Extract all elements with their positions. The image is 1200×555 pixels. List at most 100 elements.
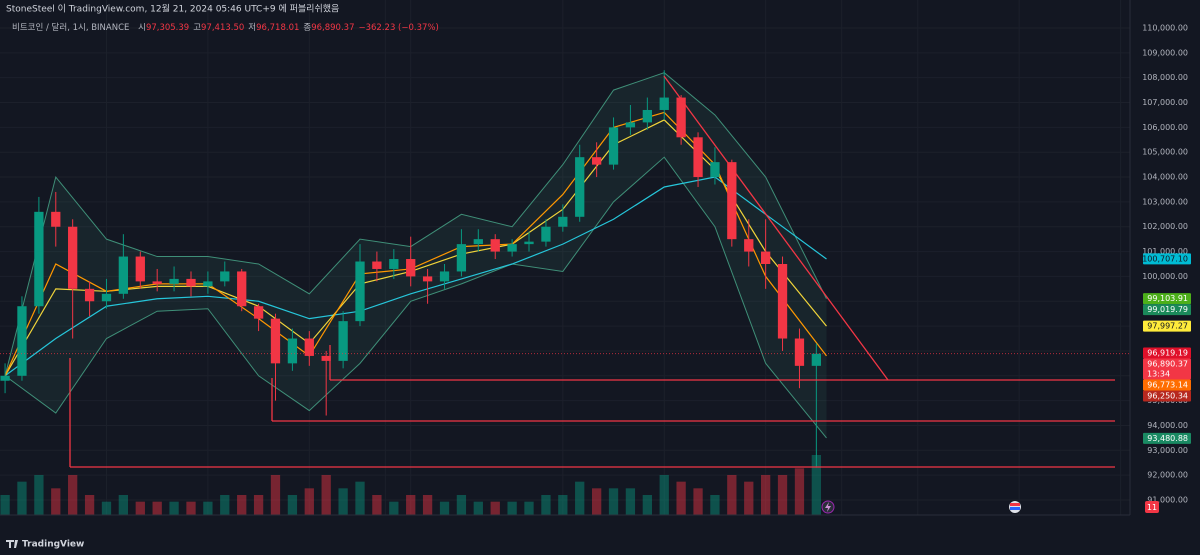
candle-body — [659, 97, 669, 110]
volume-bar — [270, 475, 281, 515]
volume-pane — [0, 455, 821, 515]
symbol-legend: 비트코인 / 달러, 1시, BINANCE 시97,305.39 고97,413… — [12, 22, 439, 33]
volume-bar — [68, 475, 78, 515]
price-tag — [1143, 390, 1191, 402]
flag-stripe — [1010, 507, 1020, 510]
y-tick-label: 106,000.00 — [1142, 123, 1188, 132]
y-tick-label: 103,000.00 — [1142, 197, 1188, 206]
candle-body — [355, 261, 365, 322]
volume-bar — [186, 501, 196, 515]
volume-bar — [727, 475, 737, 515]
volume-bar — [51, 488, 61, 515]
ohlc-value: 97,413.50 — [201, 23, 244, 33]
brand-logo — [6, 540, 18, 548]
candle-body — [0, 375, 10, 381]
volume-bar — [794, 468, 805, 515]
volume-bar — [490, 501, 500, 515]
volume-bar — [777, 475, 788, 515]
candle-body — [727, 162, 737, 240]
volume-bar — [118, 495, 129, 515]
candle-body — [422, 276, 433, 282]
candle-body — [575, 157, 585, 217]
volume-bar — [406, 495, 416, 515]
candle-body — [321, 355, 331, 361]
candle-body — [152, 281, 162, 284]
flag-stripe — [1010, 503, 1020, 506]
candle-body — [490, 239, 500, 252]
ohlc-value: 96,718.01 — [256, 23, 299, 33]
price-tag-label: 100,707.10 — [1142, 254, 1188, 263]
volume-bar — [744, 481, 754, 515]
volume-bar — [575, 481, 585, 515]
price-tag — [1143, 432, 1191, 444]
volume-bar — [338, 488, 348, 515]
volume-bar — [541, 495, 551, 515]
candle-body — [676, 97, 686, 138]
candle-body — [625, 122, 636, 128]
volume-bar — [558, 495, 568, 515]
price-tag — [1143, 293, 1191, 305]
volume-bar — [287, 495, 298, 515]
moving-average — [4, 176, 827, 377]
candle-body — [372, 261, 382, 269]
candle-body — [811, 353, 821, 366]
candle-body — [406, 259, 416, 277]
price-tag — [1143, 358, 1191, 380]
badge-count: 11 — [1147, 503, 1157, 512]
candle-body — [237, 271, 247, 307]
price-tag-label: 99,103.91 — [1147, 294, 1188, 303]
badge[interactable] — [1145, 501, 1159, 513]
y-tick-label: 94,000.00 — [1147, 421, 1188, 430]
candle-body — [51, 211, 61, 227]
volume-bar — [473, 501, 483, 515]
candle-body — [203, 281, 213, 287]
candle-body — [135, 256, 145, 282]
candle-body — [541, 226, 551, 242]
volume-bar — [811, 455, 821, 515]
y-tick-label: 102,000.00 — [1142, 222, 1188, 231]
candle-body — [304, 338, 314, 356]
y-tick-label: 91,000.00 — [1147, 495, 1188, 504]
volume-bar — [608, 488, 619, 515]
candle-body — [270, 318, 281, 364]
candle-body — [68, 226, 78, 289]
candle-body — [608, 127, 619, 165]
volume-bar — [372, 495, 382, 515]
band-fill — [5, 72, 827, 438]
volume-bar — [101, 501, 112, 515]
y-tick-label: 105,000.00 — [1142, 148, 1188, 157]
volume-bar — [321, 475, 331, 515]
volume-bar — [524, 501, 534, 515]
ohlc-key: 고 — [193, 23, 201, 33]
candle-body — [253, 306, 264, 319]
candle-body — [186, 278, 196, 287]
volume-bar — [761, 475, 771, 515]
y-tick-label: 100,000.00 — [1142, 272, 1188, 281]
price-tag — [1143, 253, 1191, 265]
volume-bar — [676, 481, 686, 515]
candle-body — [84, 288, 95, 302]
candle-body — [101, 293, 112, 302]
candle-body — [592, 157, 602, 165]
candle-body — [744, 239, 754, 252]
candles — [0, 70, 1130, 468]
volume-bar — [592, 488, 602, 515]
volume-bar — [710, 495, 720, 515]
volume-bar — [253, 495, 264, 515]
volume-bar — [135, 501, 145, 515]
candle-body — [17, 306, 27, 376]
candle-body — [34, 211, 44, 307]
lightning-icon — [825, 502, 831, 512]
countdown: 13:34 — [1147, 369, 1170, 378]
volume-bar — [220, 495, 230, 515]
candle-body — [220, 271, 230, 282]
y-tick-label: 107,000.00 — [1142, 98, 1188, 107]
y-tick-label: 93,000.00 — [1147, 446, 1188, 455]
ohlc-value: 96,890.37 — [311, 23, 354, 33]
candle-body — [777, 263, 788, 339]
volume-bar — [355, 481, 365, 515]
y-tick-label: 104,000.00 — [1142, 173, 1188, 182]
price-tag — [1143, 347, 1191, 359]
